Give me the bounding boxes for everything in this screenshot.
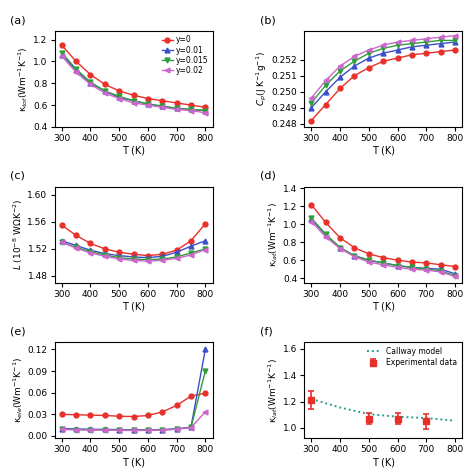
Text: (e): (e) (10, 327, 26, 337)
y=0.01 (59, 52, 64, 58)
Y-axis label: κ$_{tot}$(Wm$^{-1}$K$^{-1}$): κ$_{tot}$(Wm$^{-1}$K$^{-1}$) (17, 46, 30, 112)
y=0 (202, 104, 208, 110)
y=0.02 (131, 100, 137, 106)
X-axis label: T (K): T (K) (372, 457, 395, 467)
y=0 (145, 96, 151, 101)
Callway model (395, 414, 401, 419)
Y-axis label: κ$_{lat}$(Wm$^{-1}$K$^{-1}$): κ$_{lat}$(Wm$^{-1}$K$^{-1}$) (266, 358, 280, 423)
y=0.01 (102, 88, 108, 94)
y=0.01 (159, 103, 165, 109)
y=0.02 (59, 53, 64, 59)
y=0.015 (59, 50, 64, 55)
X-axis label: T (K): T (K) (122, 301, 145, 311)
y=0.015 (145, 101, 151, 107)
Callway model (452, 418, 458, 423)
y=0.015 (102, 88, 108, 94)
Callway model (337, 405, 343, 410)
y=0.01 (188, 107, 194, 112)
X-axis label: T (K): T (K) (372, 146, 395, 155)
y=0.01 (145, 101, 151, 107)
y=0.02 (102, 90, 108, 96)
y=0.01 (88, 81, 93, 86)
y=0.01 (131, 98, 137, 104)
Text: (b): (b) (260, 15, 276, 25)
y=0 (116, 88, 122, 94)
y=0 (59, 42, 64, 48)
Text: (c): (c) (10, 171, 25, 181)
y=0.02 (73, 70, 79, 75)
X-axis label: T (K): T (K) (122, 146, 145, 155)
y=0 (73, 59, 79, 64)
y=0.02 (88, 82, 93, 87)
y=0.02 (159, 104, 165, 110)
y=0 (131, 92, 137, 98)
y=0 (159, 98, 165, 104)
y=0.015 (202, 108, 208, 113)
Line: y=0.015: y=0.015 (59, 50, 208, 113)
y=0.02 (174, 107, 180, 112)
y=0.02 (145, 102, 151, 108)
Legend: Callway model, Experimental data: Callway model, Experimental data (364, 344, 461, 370)
y=0.02 (202, 110, 208, 116)
X-axis label: T (K): T (K) (122, 457, 145, 467)
y=0.015 (131, 98, 137, 104)
y=0.02 (116, 96, 122, 101)
Text: (a): (a) (10, 15, 26, 25)
y=0.015 (73, 66, 79, 72)
Text: (d): (d) (260, 171, 276, 181)
y=0 (102, 82, 108, 87)
Callway model (309, 396, 314, 402)
X-axis label: T (K): T (K) (372, 301, 395, 311)
Callway model (423, 415, 429, 421)
Line: Callway model: Callway model (311, 399, 455, 420)
Callway model (366, 411, 372, 417)
y=0 (88, 72, 93, 77)
y=0.01 (116, 95, 122, 100)
y=0.02 (188, 108, 194, 113)
Line: y=0.02: y=0.02 (59, 54, 208, 115)
y=0.01 (73, 67, 79, 73)
Y-axis label: κ$_{ele}$(Wm$^{-1}$K$^{-1}$): κ$_{ele}$(Wm$^{-1}$K$^{-1}$) (11, 357, 25, 423)
y=0 (188, 102, 194, 108)
y=0 (174, 100, 180, 106)
Line: y=0: y=0 (59, 43, 208, 109)
y=0.015 (159, 103, 165, 109)
y=0.015 (188, 107, 194, 112)
y=0.015 (174, 106, 180, 111)
y=0.015 (116, 93, 122, 99)
Line: y=0.01: y=0.01 (59, 53, 208, 113)
y=0.015 (88, 79, 93, 85)
Text: (f): (f) (260, 327, 273, 337)
Legend: y=0, y=0.01, y=0.015, y=0.02: y=0, y=0.01, y=0.015, y=0.02 (158, 32, 211, 78)
y=0.01 (202, 108, 208, 113)
Y-axis label: $L$ (10$^{-8}$ WΩK$^{-2}$): $L$ (10$^{-8}$ WΩK$^{-2}$) (11, 199, 25, 270)
Y-axis label: $C_p$(J K$^{-1}$g$^{-1}$): $C_p$(J K$^{-1}$g$^{-1}$) (254, 51, 269, 107)
y=0.01 (174, 106, 180, 111)
Y-axis label: κ$_{lat}$(Wm$^{-1}$K$^{-1}$): κ$_{lat}$(Wm$^{-1}$K$^{-1}$) (266, 202, 280, 267)
